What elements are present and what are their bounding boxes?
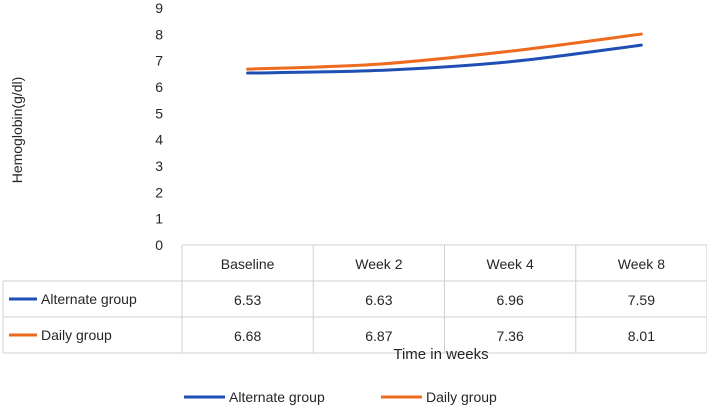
table-value-cell: 6.63 — [365, 292, 392, 308]
series-line-daily — [246, 32, 643, 71]
y-axis: 0 1 2 3 4 5 6 7 8 9 — [155, 0, 163, 253]
table-value-cell: 8.01 — [628, 328, 655, 344]
table-value-cell: 6.68 — [234, 328, 261, 344]
y-tick-label: 0 — [155, 237, 163, 253]
legend-label-alternate: Alternate group — [229, 389, 325, 405]
y-tick-label: 5 — [155, 105, 163, 121]
x-category-label: Week 4 — [487, 256, 534, 272]
y-tick-label: 8 — [155, 26, 163, 42]
plot-area — [246, 32, 643, 75]
y-tick-label: 6 — [155, 79, 163, 95]
table-value-cell: 6.87 — [365, 328, 392, 344]
y-tick-label: 4 — [155, 132, 163, 148]
x-axis-label: Time in weeks — [393, 346, 488, 363]
legend: Alternate group Daily group — [184, 389, 497, 405]
y-tick-label: 2 — [155, 184, 163, 200]
x-category-label: Week 2 — [355, 256, 402, 272]
table-series-name: Alternate group — [41, 291, 137, 307]
legend-label-daily: Daily group — [426, 389, 497, 405]
table-series-name: Daily group — [41, 327, 112, 343]
y-tick-label: 7 — [155, 53, 163, 69]
table-value-cell: 7.36 — [497, 328, 524, 344]
series-line-alternate — [246, 43, 643, 75]
y-tick-label: 3 — [155, 158, 163, 174]
y-tick-label: 9 — [155, 0, 163, 16]
table-value-cell: 6.53 — [234, 292, 261, 308]
y-tick-label: 1 — [155, 211, 163, 227]
y-axis-label: Hemoglobin(g/dl) — [9, 77, 25, 184]
x-category-label: Baseline — [221, 256, 275, 272]
table-value-cell: 7.59 — [628, 292, 655, 308]
data-table: Baseline Week 2 Week 4 Week 8 Alternate grou… — [2, 244, 707, 354]
table-value-cell: 6.96 — [497, 292, 524, 308]
x-category-label: Week 8 — [618, 256, 665, 272]
